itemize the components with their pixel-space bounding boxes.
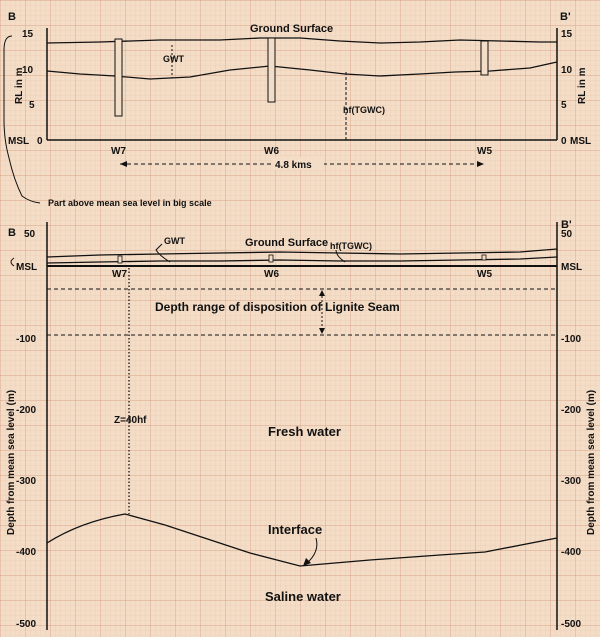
bottom-panel: B B' 50 MSL -100 -200 -300 -400 -500 50 … bbox=[6, 219, 597, 630]
interface-label: Interface bbox=[268, 522, 322, 537]
top-gwt-label: GWT bbox=[163, 54, 184, 64]
top-left-label: B bbox=[8, 11, 16, 23]
lignite-arrow-up bbox=[319, 290, 325, 296]
lignite-arrow-down bbox=[319, 328, 325, 334]
bottom-ground-surface-label: Ground Surface bbox=[245, 237, 328, 249]
bottom-tick-right-50: 50 bbox=[561, 229, 573, 240]
distance-arrow-right bbox=[477, 161, 484, 167]
bottom-msl-left: MSL bbox=[16, 262, 37, 273]
top-well-w7 bbox=[114, 38, 123, 117]
bottom-tick-right-500: -500 bbox=[561, 619, 581, 630]
distance-label: 4.8 kms bbox=[275, 160, 312, 171]
top-well-label-w7: W7 bbox=[111, 146, 126, 157]
distance-arrow-left bbox=[120, 161, 127, 167]
bottom-tick-left-50: 50 bbox=[24, 229, 36, 240]
top-ground-surface-label: Ground Surface bbox=[250, 23, 333, 35]
bottom-ylabel-left: Depth from mean sea level (m) bbox=[6, 390, 17, 535]
top-well-w5 bbox=[480, 40, 489, 76]
bottom-tick-left-100: -100 bbox=[16, 334, 36, 345]
bottom-tick-right-100: -100 bbox=[561, 334, 581, 345]
bottom-ground-surface-line bbox=[46, 248, 558, 258]
top-hf-label: hf(TGWC) bbox=[343, 105, 385, 115]
interface-arrowhead bbox=[303, 558, 311, 566]
top-msl-left: MSL bbox=[8, 136, 29, 147]
top-tick-left-0: 0 bbox=[37, 136, 43, 147]
top-well-label-w5: W5 bbox=[477, 146, 492, 157]
bottom-water-table-line bbox=[46, 256, 558, 264]
top-well-label-w6: W6 bbox=[264, 146, 279, 157]
bottom-right-label: B' bbox=[561, 219, 572, 231]
top-tick-right-5: 5 bbox=[561, 100, 567, 111]
top-water-table-line bbox=[46, 61, 558, 80]
bottom-brace-end bbox=[10, 257, 15, 267]
top-tick-left-15: 15 bbox=[22, 29, 34, 40]
top-tick-right-0: 0 bbox=[561, 136, 567, 147]
bottom-well-w5 bbox=[481, 254, 487, 261]
bottom-tick-left-200: -200 bbox=[16, 405, 36, 416]
top-ground-surface-line bbox=[46, 37, 557, 44]
top-tick-right-10: 10 bbox=[561, 65, 573, 76]
bottom-tick-left-500: -500 bbox=[16, 619, 36, 630]
bottom-tick-right-300: -300 bbox=[561, 476, 581, 487]
bottom-left-label: B bbox=[8, 227, 16, 239]
bottom-well-label-w7: W7 bbox=[112, 269, 127, 280]
fresh-water-label: Fresh water bbox=[268, 424, 341, 439]
top-ylabel-left: RL in m bbox=[14, 67, 25, 104]
bottom-tick-right-200: -200 bbox=[561, 405, 581, 416]
bottom-well-label-w6: W6 bbox=[264, 269, 279, 280]
top-msl-right: MSL bbox=[570, 136, 591, 147]
top-ylabel-right: RL in m bbox=[577, 67, 588, 104]
top-tick-left-10: 10 bbox=[22, 65, 34, 76]
bottom-msl-right: MSL bbox=[561, 262, 582, 273]
bottom-well-w7 bbox=[117, 255, 123, 264]
z-label: Z=40hf bbox=[114, 415, 147, 426]
interface-curve bbox=[46, 513, 558, 567]
bottom-hf-label: hf(TGWC) bbox=[330, 241, 372, 251]
top-well-w6 bbox=[267, 37, 276, 103]
scale-brace bbox=[3, 35, 41, 204]
top-panel: B B' 15 10 5 0 MSL 15 10 5 0 MSL RL in m… bbox=[3, 11, 591, 208]
top-tick-right-15: 15 bbox=[561, 29, 573, 40]
bottom-tick-left-300: -300 bbox=[16, 476, 36, 487]
bottom-gwt-pointer bbox=[155, 243, 171, 263]
top-tick-left-5: 5 bbox=[29, 100, 35, 111]
bottom-tick-left-400: -400 bbox=[16, 547, 36, 558]
bottom-well-label-w5: W5 bbox=[477, 269, 492, 280]
top-right-label: B' bbox=[560, 11, 571, 23]
lignite-label: Depth range of disposition of Lignite Se… bbox=[155, 300, 400, 314]
scale-note: Part above mean sea level in big scale bbox=[48, 198, 212, 208]
bottom-tick-right-400: -400 bbox=[561, 547, 581, 558]
bottom-ylabel-right: Depth from mean sea level (m) bbox=[586, 390, 597, 535]
distance-label-bg bbox=[272, 157, 324, 170]
saline-water-label: Saline water bbox=[265, 589, 341, 604]
bottom-gwt-label: GWT bbox=[164, 236, 185, 246]
bottom-hf-pointer bbox=[335, 249, 346, 263]
bottom-well-w6 bbox=[268, 254, 274, 263]
